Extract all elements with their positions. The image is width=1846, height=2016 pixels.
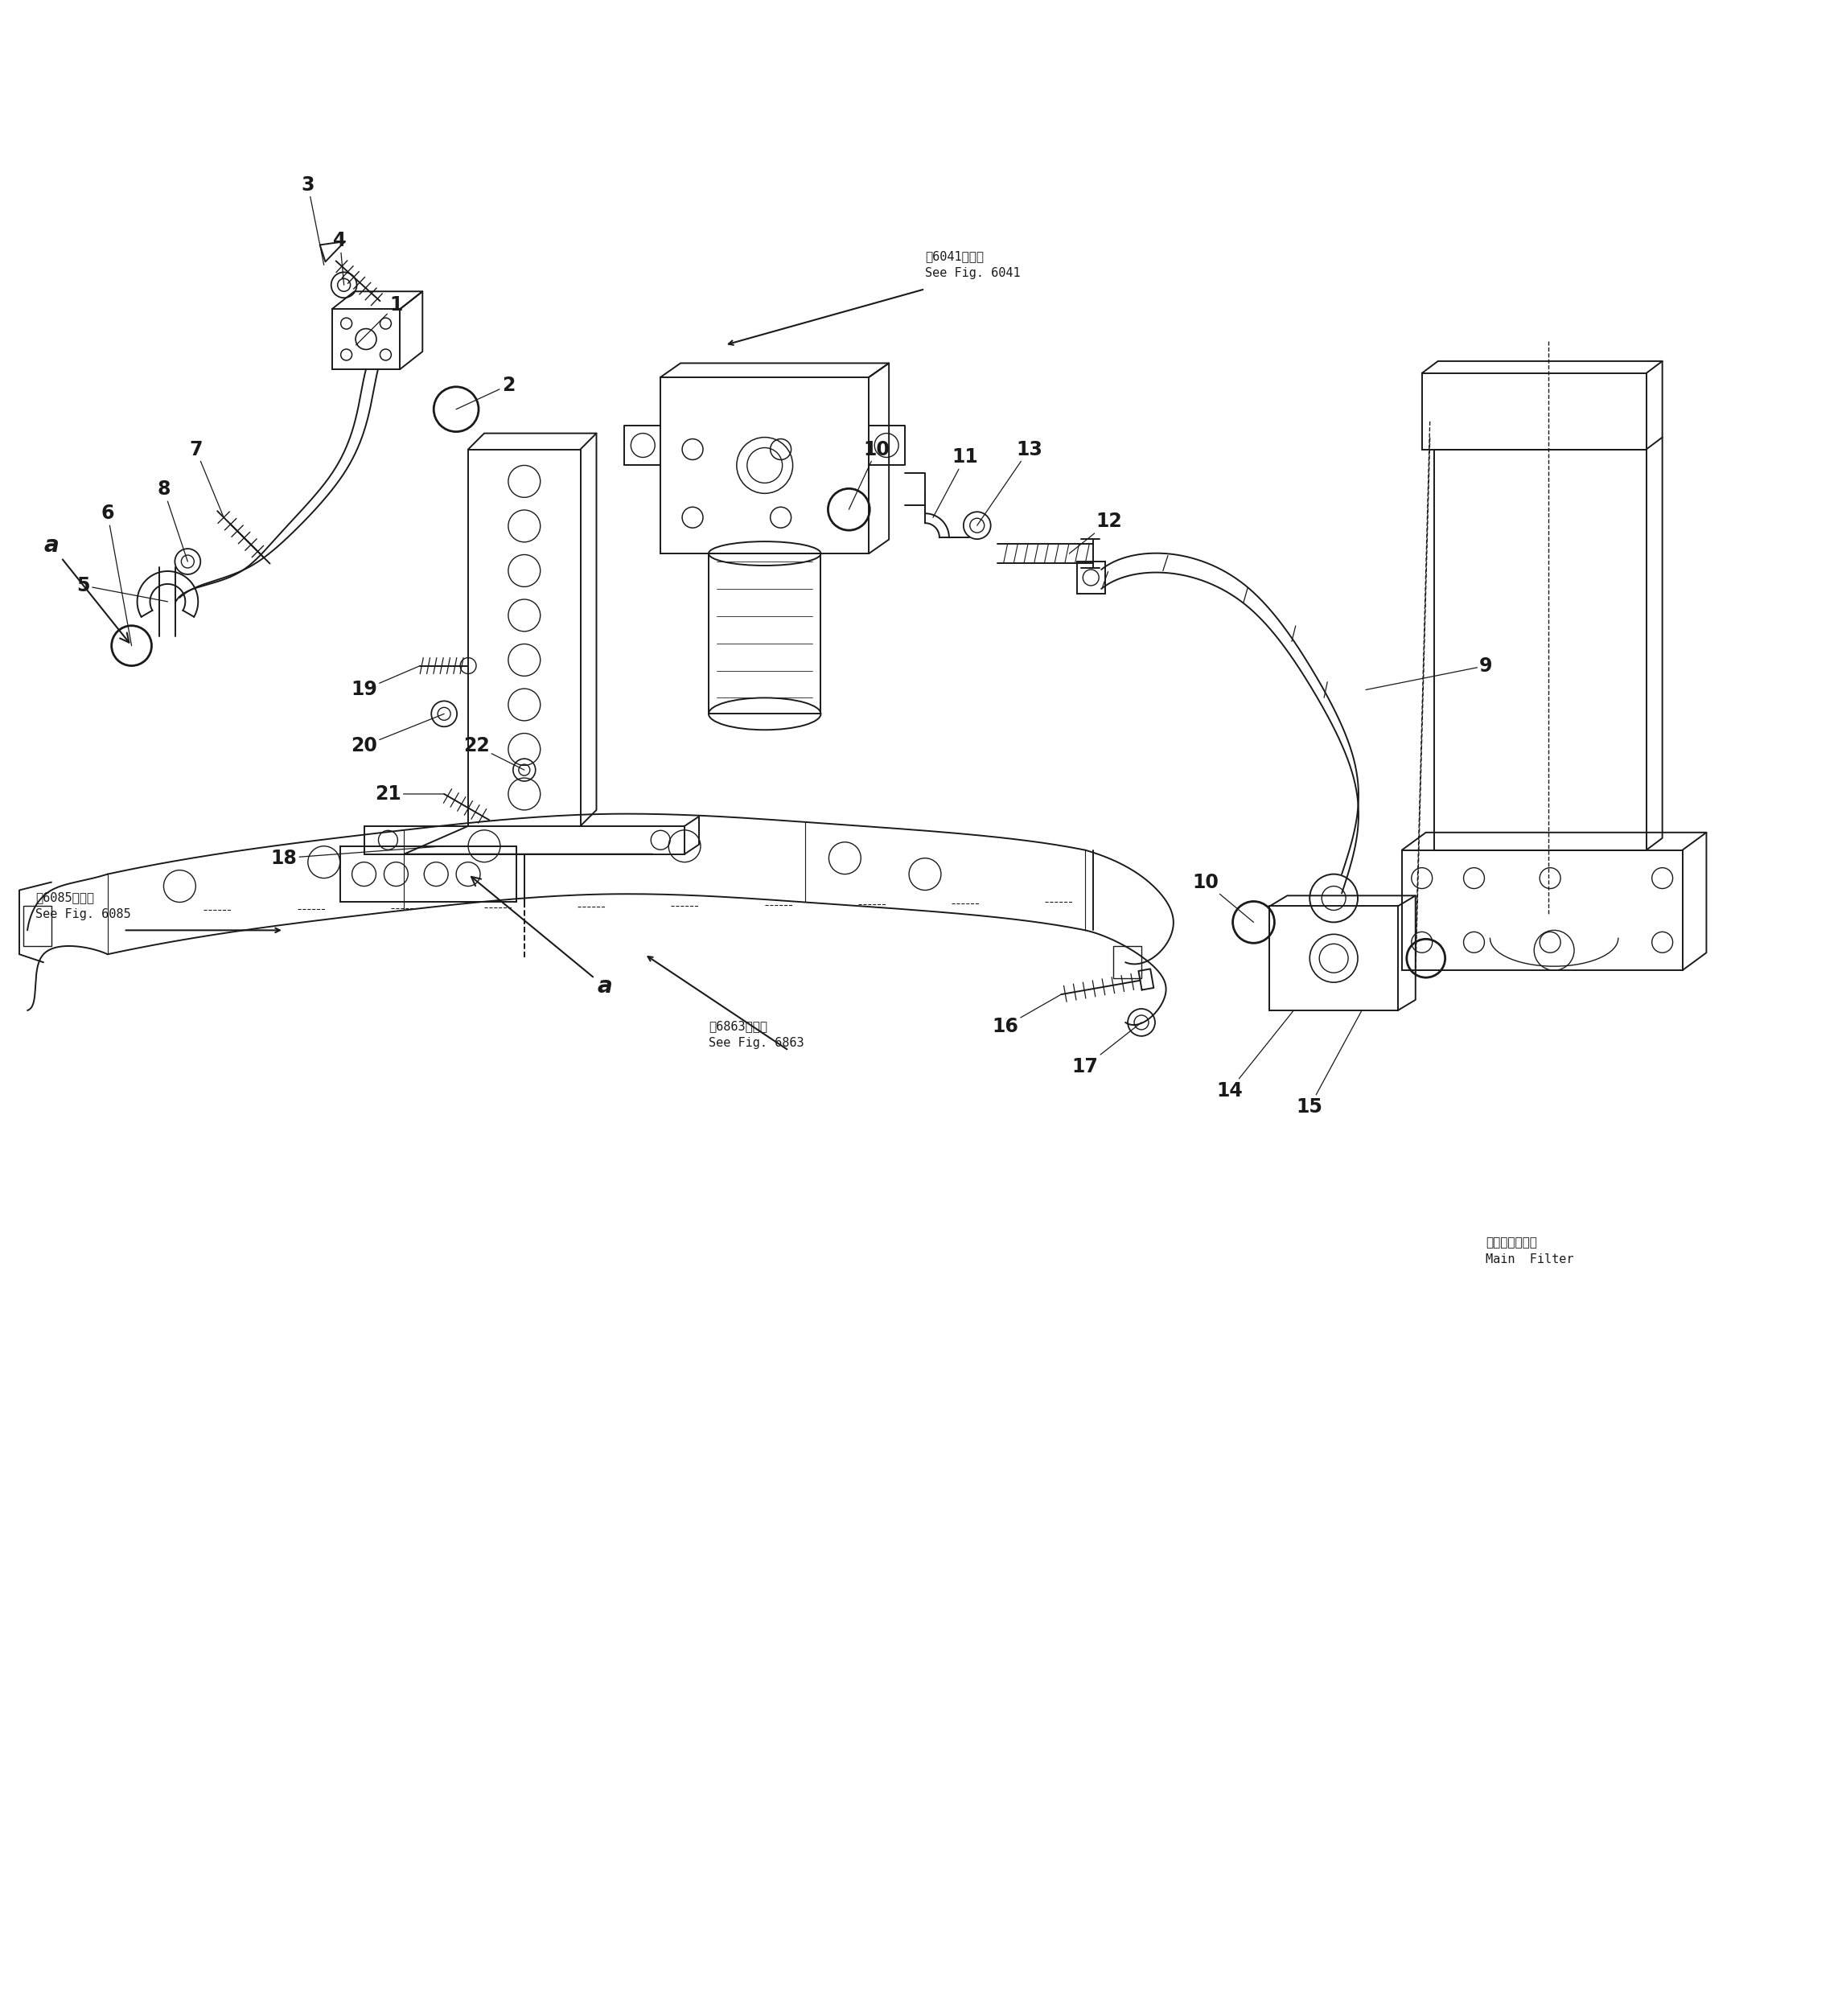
Text: 第6041図参照
See Fig. 6041: 第6041図参照 See Fig. 6041 <box>925 250 1021 280</box>
Text: 15: 15 <box>1296 1010 1362 1117</box>
Text: a: a <box>471 877 613 998</box>
Text: 9: 9 <box>1366 655 1493 689</box>
Text: 1: 1 <box>356 296 402 345</box>
Bar <box>1421 373 1647 450</box>
Text: 3: 3 <box>301 175 323 264</box>
Text: 第6085図参照
See Fig. 6085: 第6085図参照 See Fig. 6085 <box>35 891 131 921</box>
Text: 18: 18 <box>271 847 445 867</box>
Bar <box>364 827 685 855</box>
Text: 13: 13 <box>977 439 1043 526</box>
Text: 10: 10 <box>849 439 890 510</box>
Text: 16: 16 <box>991 994 1061 1036</box>
Bar <box>1401 851 1682 970</box>
Bar <box>24 907 52 946</box>
Text: 12: 12 <box>1069 512 1122 554</box>
Text: 19: 19 <box>351 665 421 700</box>
Text: 8: 8 <box>157 480 188 562</box>
Text: 10: 10 <box>1193 873 1253 921</box>
Bar <box>1113 946 1141 978</box>
Bar <box>1270 907 1397 1010</box>
Text: a: a <box>44 534 129 643</box>
Text: 6: 6 <box>102 504 131 645</box>
Bar <box>709 554 821 714</box>
Text: 5: 5 <box>78 577 168 601</box>
Text: 14: 14 <box>1217 1010 1294 1101</box>
Text: メインフィルタ
Main  Filter: メインフィルタ Main Filter <box>1486 1236 1575 1266</box>
Text: 7: 7 <box>188 439 223 518</box>
Bar <box>340 847 517 903</box>
Text: 21: 21 <box>375 784 445 804</box>
Bar <box>332 308 401 369</box>
Text: 第6863図参照
See Fig. 6863: 第6863図参照 See Fig. 6863 <box>709 1020 805 1048</box>
Text: 22: 22 <box>463 736 524 770</box>
Bar <box>1434 450 1647 851</box>
Text: 2: 2 <box>456 375 515 409</box>
Text: 17: 17 <box>1073 1022 1141 1077</box>
Text: 11: 11 <box>932 448 978 518</box>
Text: 4: 4 <box>334 232 347 284</box>
Bar <box>661 377 869 554</box>
Bar <box>1078 562 1106 593</box>
Text: 20: 20 <box>351 714 445 756</box>
